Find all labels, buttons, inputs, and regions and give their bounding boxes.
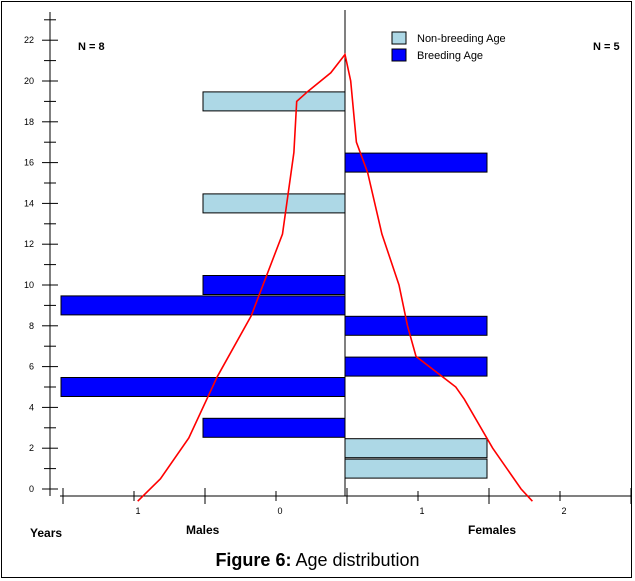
legend-swatch <box>391 31 407 45</box>
y-tick-label: 8 <box>29 321 34 331</box>
y-tick-label: 20 <box>24 76 34 86</box>
y-tick-label: 12 <box>24 239 34 249</box>
y-tick-label: 2 <box>29 443 34 453</box>
legend-label: Breeding Age <box>417 50 483 62</box>
female-bar <box>344 315 488 336</box>
male-bar <box>60 377 346 397</box>
males-label: Males <box>186 523 220 537</box>
y-tick-label: 6 <box>29 362 34 372</box>
females-label: Females <box>468 523 516 537</box>
figure-caption: Figure 6: Age distribution <box>0 550 635 571</box>
y-tick-label: 0 <box>29 484 34 494</box>
x-tick-label: 2 <box>561 506 566 516</box>
legend-label: Non-breeding Age <box>417 33 506 45</box>
males-n-label: N = 8 <box>78 41 105 53</box>
x-tick-label: 0 <box>277 506 282 516</box>
females-n-label: N = 5 <box>593 41 620 53</box>
female-bar <box>344 458 488 479</box>
figure-label: Figure 6: <box>215 550 292 570</box>
years-label: Years <box>30 526 62 540</box>
female-bar <box>344 152 488 173</box>
figure-caption-text: Age distribution <box>291 550 420 570</box>
legend-swatch <box>391 48 407 62</box>
male-bar <box>202 193 346 214</box>
female-bar <box>344 438 488 459</box>
x-tick-label: 1 <box>419 506 424 516</box>
y-tick-label: 4 <box>29 402 34 412</box>
x-tick-label: 1 <box>135 506 140 516</box>
y-tick-label: 22 <box>24 35 34 45</box>
male-bar <box>202 91 346 112</box>
y-tick-label: 16 <box>24 158 34 168</box>
female-bar <box>344 356 488 377</box>
age-distribution-curve <box>137 52 533 502</box>
male-bar <box>60 295 346 316</box>
male-bar <box>202 417 346 438</box>
y-tick-label: 18 <box>24 117 34 127</box>
y-tick-label: 14 <box>24 198 34 208</box>
y-tick-label: 10 <box>24 280 34 290</box>
male-bar <box>202 275 346 295</box>
